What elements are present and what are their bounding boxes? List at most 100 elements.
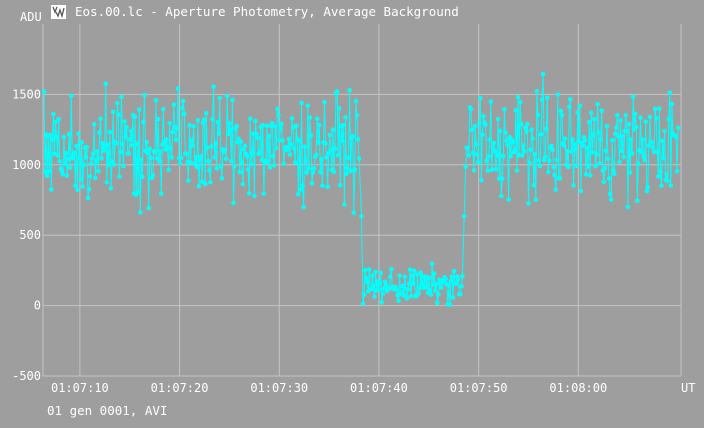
data-point — [208, 179, 213, 185]
data-point — [67, 165, 73, 170]
data-point — [561, 143, 567, 149]
data-point — [75, 187, 80, 192]
data-point — [605, 156, 611, 162]
data-point — [51, 111, 56, 117]
data-point — [545, 95, 550, 101]
data-point — [397, 273, 402, 279]
data-point — [379, 300, 385, 305]
lightcurve-app-icon[interactable] — [51, 5, 66, 19]
data-point — [620, 134, 625, 139]
data-point — [288, 142, 294, 147]
data-point — [624, 129, 630, 134]
data-point — [153, 97, 159, 103]
data-point — [168, 146, 173, 151]
data-point — [272, 162, 277, 168]
data-point — [261, 191, 267, 196]
data-point — [608, 197, 614, 202]
data-point — [296, 192, 301, 197]
data-point — [387, 274, 393, 280]
data-point — [135, 189, 141, 195]
data-point — [416, 291, 421, 296]
data-point — [223, 156, 229, 162]
data-point — [201, 117, 207, 122]
data-point — [621, 154, 626, 160]
data-point — [173, 137, 179, 143]
data-point — [486, 154, 492, 159]
data-point — [371, 283, 376, 288]
data-point — [341, 122, 346, 128]
data-point — [351, 210, 357, 215]
data-point — [534, 89, 540, 94]
data-point — [459, 284, 464, 289]
data-point — [584, 145, 590, 151]
data-point — [211, 84, 216, 90]
data-point — [675, 125, 681, 131]
data-point — [259, 157, 265, 163]
data-point — [446, 282, 452, 288]
data-point — [174, 126, 180, 131]
data-point — [585, 164, 591, 169]
data-point — [111, 162, 117, 167]
data-point — [309, 180, 315, 186]
data-point — [240, 181, 246, 187]
data-point — [63, 150, 69, 156]
data-point — [528, 147, 533, 152]
data-point — [85, 195, 91, 201]
data-point — [147, 146, 152, 151]
data-point — [408, 293, 414, 299]
data-point — [447, 302, 453, 308]
data-point — [656, 174, 661, 179]
data-point — [354, 113, 360, 118]
data-point — [627, 170, 633, 175]
data-point — [225, 131, 231, 137]
data-point — [56, 116, 61, 122]
data-point — [191, 124, 196, 129]
data-point — [491, 140, 497, 146]
data-point — [436, 292, 441, 297]
data-point — [79, 140, 84, 145]
data-point — [116, 112, 121, 118]
data-point — [465, 145, 471, 151]
y-tick-label: 1000 — [12, 158, 41, 172]
data-point — [343, 114, 348, 120]
data-point — [602, 165, 608, 171]
data-point — [419, 281, 424, 287]
data-point — [238, 139, 244, 145]
data-point — [278, 126, 283, 131]
data-point — [405, 287, 411, 292]
x-axis-label: UT — [681, 381, 695, 395]
data-point — [110, 109, 116, 114]
data-point — [506, 197, 511, 202]
data-point — [664, 171, 669, 177]
data-point — [402, 274, 408, 280]
data-point — [597, 161, 602, 166]
data-point — [660, 138, 665, 144]
data-point — [96, 168, 101, 174]
data-point — [118, 149, 123, 155]
data-point — [470, 150, 476, 156]
data-point — [128, 128, 134, 134]
data-point — [582, 137, 588, 143]
data-point — [175, 86, 181, 91]
data-point — [101, 148, 106, 153]
data-point — [57, 159, 62, 164]
data-point — [142, 92, 147, 98]
data-point — [502, 107, 507, 112]
data-point — [84, 144, 90, 150]
data-point — [488, 99, 494, 104]
data-point — [86, 186, 92, 192]
data-point — [661, 155, 666, 161]
data-point — [640, 137, 645, 142]
data-point — [652, 106, 658, 112]
data-point — [601, 179, 607, 185]
data-point — [630, 94, 636, 99]
data-point — [229, 158, 234, 164]
data-point — [107, 129, 113, 135]
x-tick-label: 01:07:40 — [350, 381, 408, 395]
data-point — [428, 292, 434, 297]
data-point — [141, 119, 146, 125]
data-point — [106, 162, 112, 168]
data-point — [46, 169, 52, 174]
data-point — [184, 151, 189, 157]
